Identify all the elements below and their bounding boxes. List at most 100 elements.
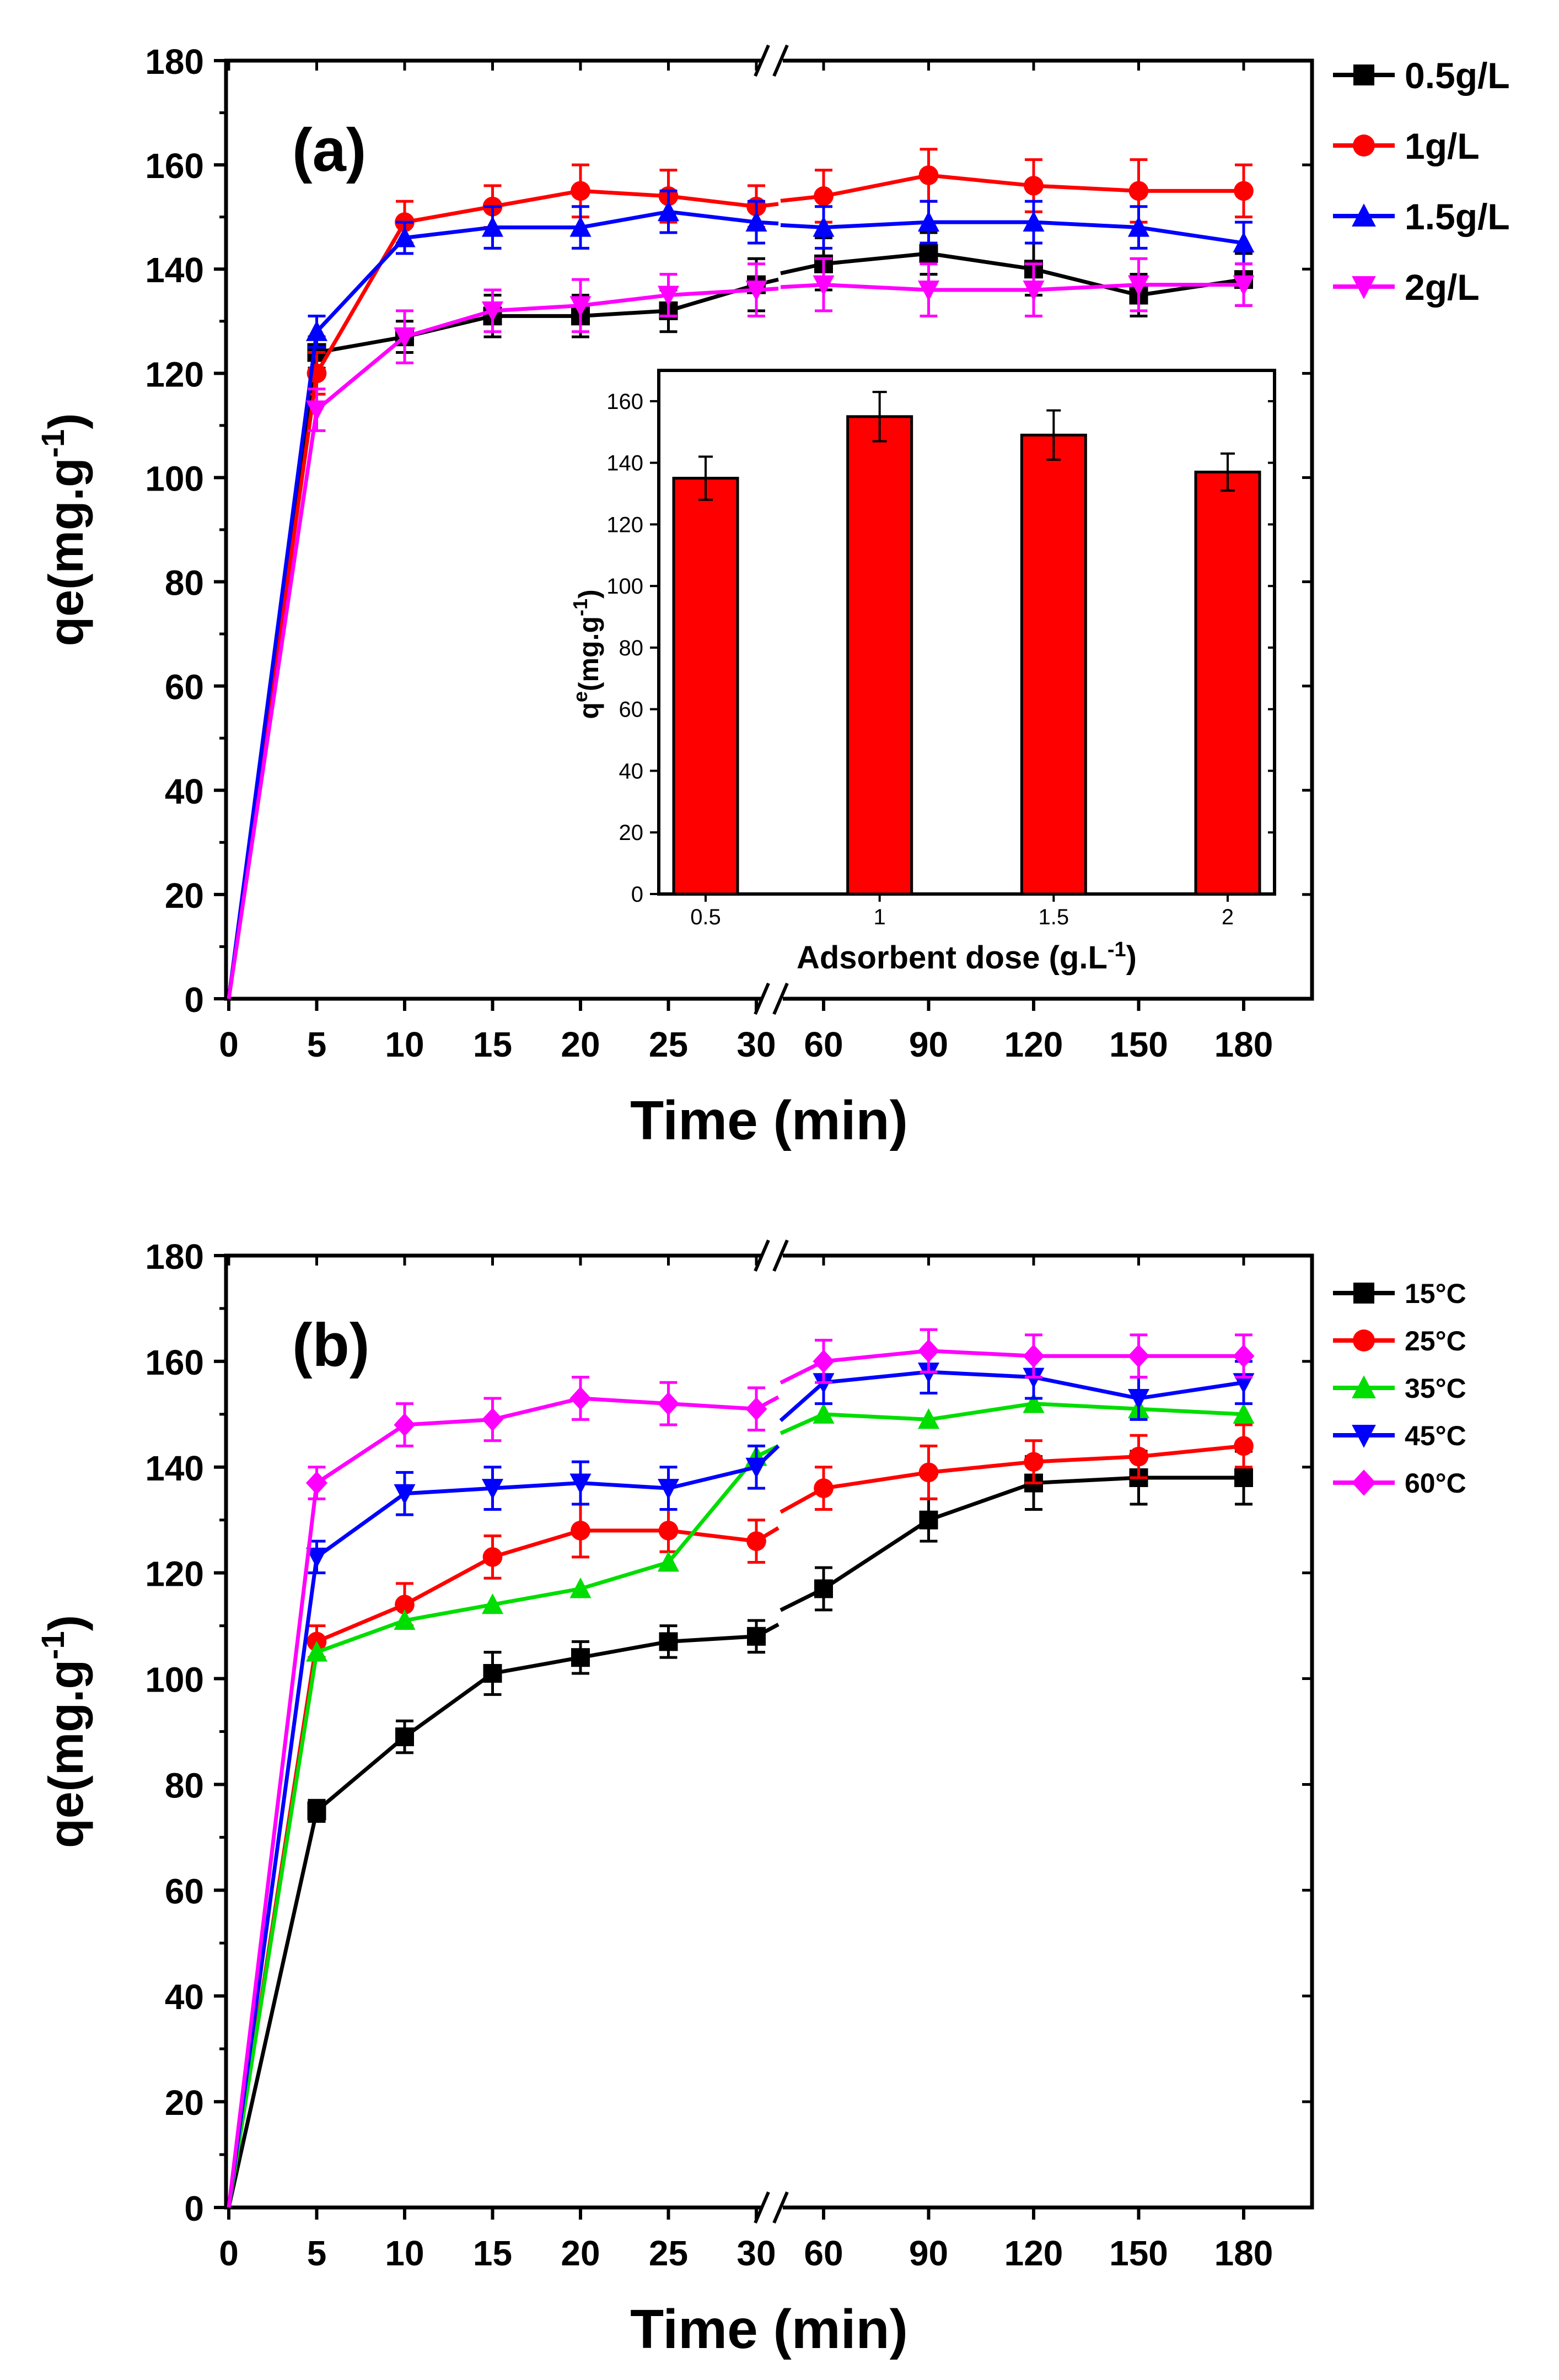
legend-marker [1353,1283,1374,1304]
x-tick-label: 180 [1214,2233,1273,2273]
inset-y-axis-title-sup2: -1 [569,599,592,616]
x-tick-label: 0 [219,1025,239,1064]
data-point [918,1462,939,1483]
data-point [1233,231,1255,252]
data-point [1023,1392,1045,1413]
y-axis-title-tail: ) [39,413,93,429]
series-1.5g/L [227,189,1255,999]
chart-panel-b: 0 20 40 60 80 100 120 140 160 180 0 5 10 15 20 25 30 60 90… [35,1237,1466,2360]
data-point [305,1547,328,1569]
y-tick-label: 60 [165,1871,204,1911]
data-point [394,1609,416,1630]
inset-x-axis-title-tail: ) [1126,940,1137,976]
inset-bar [1020,433,1087,896]
series-25°C [227,1423,1254,2208]
series-60°C [227,1328,1255,2208]
data-point [1024,176,1044,196]
data-point [1127,1389,1150,1410]
data-point [1233,1344,1255,1368]
x-tick-label: 150 [1109,1025,1168,1064]
x-tick-label: 10 [385,1025,424,1064]
axis-break-mark [754,982,770,1015]
data-point [1127,1344,1150,1368]
y-tick-label: 40 [165,1977,204,2017]
inset-y-axis-title-sup: e [569,691,592,702]
axis-break-mark [754,44,770,77]
data-point [814,186,834,206]
data-point [483,1663,502,1683]
legend-marker [1352,276,1376,299]
x-tick-label: 90 [909,2233,948,2273]
y-axis-title-main: qe(mg.g [39,457,93,646]
data-point [657,1392,680,1415]
legend-label: 45°C [1405,1420,1466,1451]
axis-break-mark [772,2191,789,2224]
y-tick-label: 140 [145,1449,204,1488]
legend-label: 1g/L [1405,126,1480,166]
x-tick-label: 90 [909,1025,948,1064]
x-tick-label: 25 [649,2233,688,2273]
axis-break-mark [772,44,789,77]
x-tick-label: 150 [1109,2233,1168,2273]
data-point [1128,181,1149,201]
series-line-break-stub [780,283,824,289]
axis-break-mark [754,2191,770,2224]
legend-label: 25°C [1405,1326,1466,1356]
data-point [657,1551,680,1572]
data-point [918,165,939,185]
x-tick-label: 60 [804,1025,843,1064]
y-tick-label: 0 [184,2189,204,2228]
legend-marker [1353,134,1375,157]
data-point [1234,1468,1253,1487]
inset-y-axis-title: qe(mg.g-1) [569,589,604,719]
inset-y-tick-label: 160 [606,390,643,414]
data-point [481,1593,504,1614]
legend-marker [1352,1469,1376,1496]
data-point [658,1521,679,1541]
data-point [1023,1344,1045,1368]
panel-label: (b) [292,1311,369,1379]
inset-y-tick-label: 140 [606,451,643,476]
y-tick-label: 160 [145,1343,204,1382]
y-tick-label: 180 [145,1237,204,1277]
y-axis-title: qe(mg.g-1) [35,413,93,646]
inset-y-tick-label: 120 [606,513,643,537]
inset-y-tick-label: 80 [619,636,644,660]
inset-x-tick-label: 2 [1222,905,1234,929]
y-tick-label: 40 [165,772,204,811]
axis-break-mark [754,1239,770,1272]
data-point [917,211,940,232]
data-point [657,1479,680,1500]
legend: 0.5g/L 1g/L 1.5g/L 2g/L [1333,55,1510,308]
data-point [481,1479,504,1500]
data-point [814,1478,834,1499]
inset-y-tick-label: 100 [606,574,643,599]
data-point [1023,281,1045,301]
data-point [569,216,592,237]
x-tick-label: 15 [473,1025,512,1064]
y-tick-label: 80 [165,1765,204,1805]
x-tick-label: 30 [737,1025,776,1064]
y-axis-title: qe(mg.g-1) [35,1615,93,1848]
series-35°C [227,1392,1255,2208]
inset-x-tick-label: 1 [874,905,886,929]
data-point [395,1595,415,1615]
data-point [745,1457,767,1479]
data-point [395,1727,414,1747]
data-point [305,1641,328,1662]
data-point [571,1521,590,1541]
inset-bar-chart: 0 20 40 60 80 100 120 140 160 0.5 1 1.5 2 Adsorbent d… [569,369,1276,976]
y-tick-label: 20 [165,2083,204,2123]
inset-y-axis-title-end: ) [573,589,604,599]
data-point [745,281,767,301]
data-point [917,1408,940,1429]
inset-bar [672,477,739,896]
data-point [571,1648,590,1667]
y-axis-title-main: qe(mg.g [39,1660,93,1848]
data-point [813,1403,835,1424]
y-tick-label: 20 [165,876,204,916]
inset-y-tick-label: 60 [619,698,644,722]
data-point [814,1579,833,1598]
y-axis-title-sup: -1 [35,1631,71,1660]
data-point [917,1339,940,1363]
